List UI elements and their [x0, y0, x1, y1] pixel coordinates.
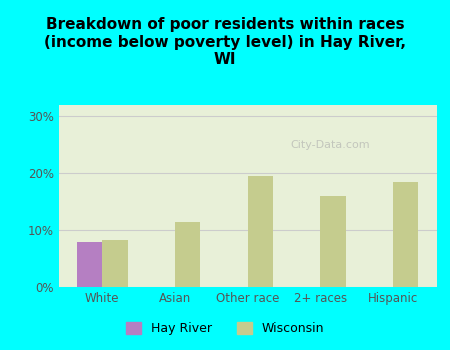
- Text: Breakdown of poor residents within races
(income below poverty level) in Hay Riv: Breakdown of poor residents within races…: [44, 18, 406, 67]
- Bar: [175, 222, 200, 287]
- Text: City-Data.com: City-Data.com: [291, 140, 370, 150]
- Bar: [393, 182, 419, 287]
- Legend: Hay River, Wisconsin: Hay River, Wisconsin: [121, 317, 329, 340]
- Bar: [320, 196, 346, 287]
- Bar: [248, 176, 273, 287]
- Bar: [76, 241, 102, 287]
- Bar: [102, 240, 127, 287]
